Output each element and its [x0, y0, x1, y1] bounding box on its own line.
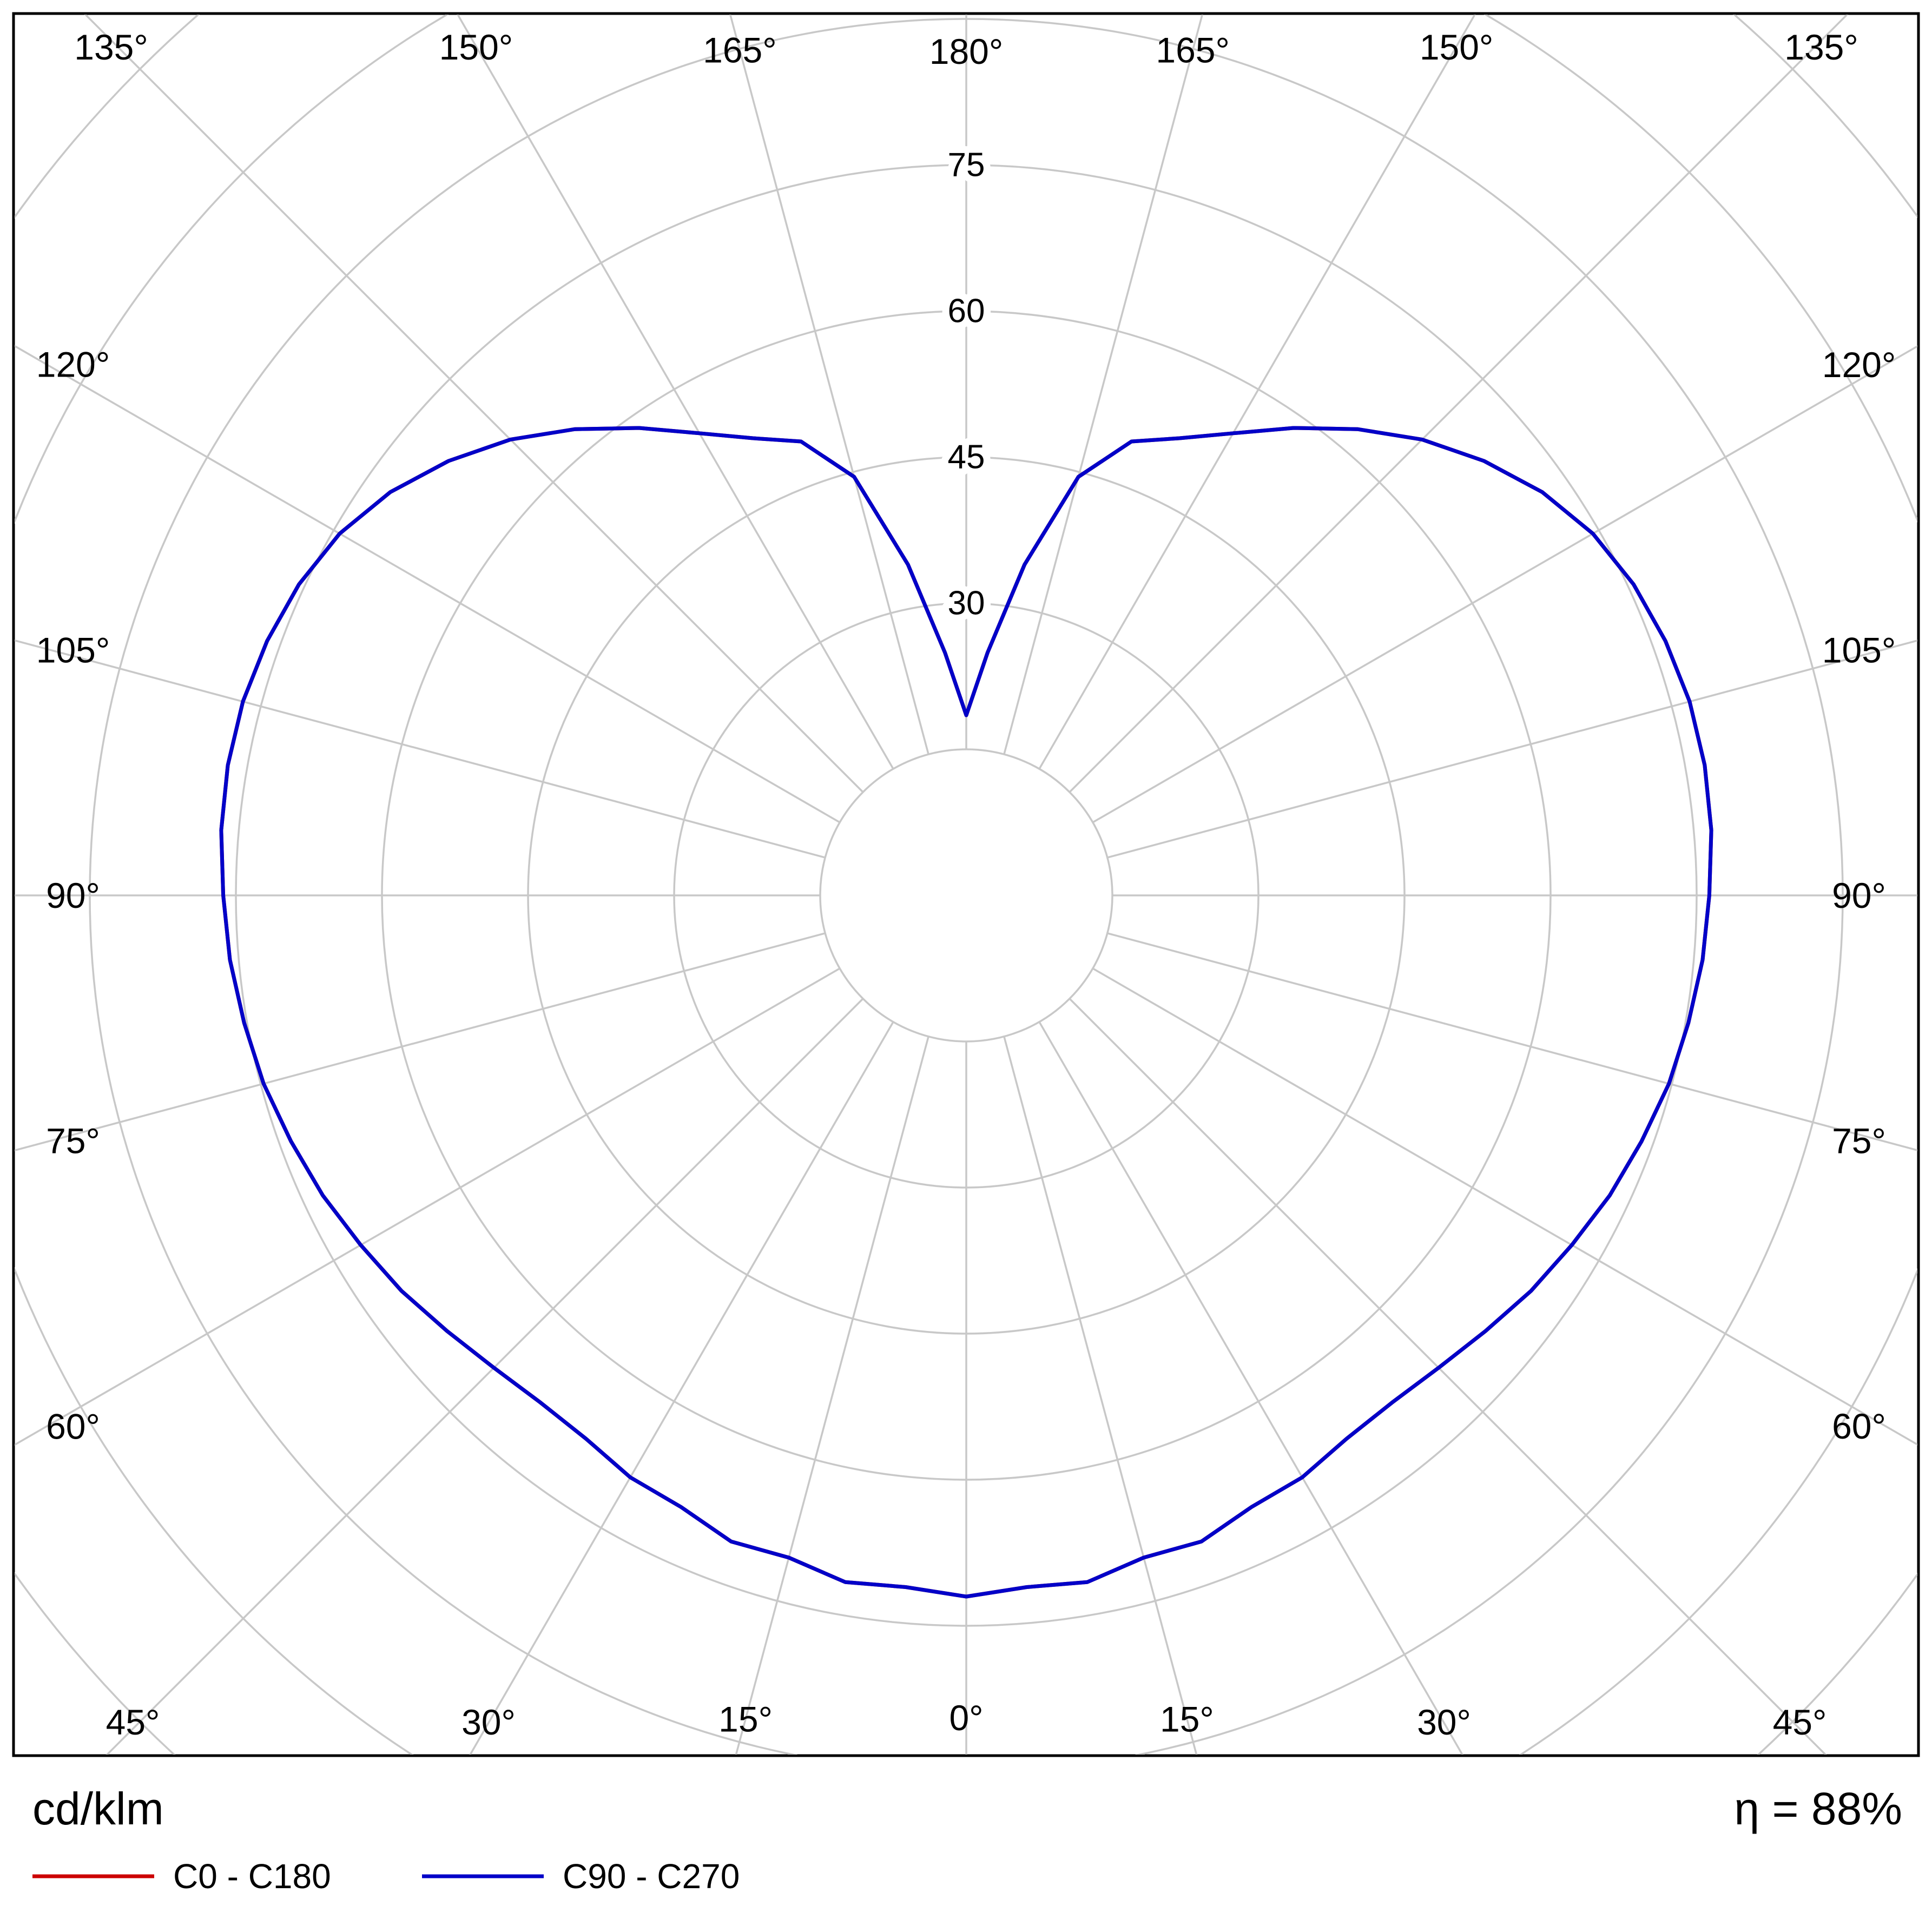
angle-label-75-right: 75° [1832, 1120, 1886, 1160]
angle-label-75-left: 75° [46, 1121, 100, 1161]
grid-spoke-135-right [1069, 15, 1849, 793]
angle-label-90-right: 90° [1832, 875, 1886, 915]
angle-label-0-right: 0° [949, 1698, 983, 1738]
axis-labels: 0° 15° 15° 30° 30° 45° 45° 60° 60° 75° 75° 90° 90° 10… [36, 27, 1896, 1742]
grid-spoke-15-right [1003, 1036, 1198, 1755]
grid-spoke-75-left [15, 932, 826, 1152]
angle-label-120-left: 120° [36, 344, 110, 384]
grid-spoke-165-right [1003, 15, 1204, 755]
angle-label-105-left: 105° [36, 630, 110, 670]
angle-label-135-left: 135° [74, 27, 148, 67]
grid-spoke-150-right [1038, 15, 1476, 770]
grid-spoke-45-right [1069, 998, 1827, 1755]
ring-value-label-30: 30 [948, 585, 985, 622]
ring-value-label-75: 75 [948, 147, 985, 184]
ring-value-label-60: 60 [948, 293, 985, 330]
grid-spoke-30-right [1038, 1021, 1463, 1755]
angle-label-135-right: 135° [1784, 27, 1858, 67]
grid-spoke-135-left [84, 15, 864, 793]
intensity-curves [219, 426, 1713, 1599]
angle-label-45-left: 45° [106, 1702, 160, 1742]
grid-spoke-60-left [15, 967, 841, 1446]
angle-label-30-left: 30° [461, 1702, 516, 1742]
legend-label-c0-c180: C0 - C180 [173, 1857, 331, 1896]
angle-label-30-right: 30° [1417, 1702, 1471, 1742]
angle-label-150-left: 150° [439, 27, 513, 67]
grid-spoke-120-left [15, 345, 841, 823]
unit-label: cd/klm [32, 1783, 164, 1834]
legend-label-c90-c270: C90 - C270 [563, 1857, 740, 1896]
grid-spoke-120-right [1092, 345, 1917, 823]
grid-spoke-150-left [457, 15, 894, 770]
angle-label-150-right: 150° [1420, 27, 1494, 67]
angle-label-180-right: 180° [929, 31, 1004, 71]
angle-label-15-left: 15° [718, 1699, 773, 1739]
curve-c90-c270 [219, 426, 1713, 1599]
angle-label-105-right: 105° [1822, 630, 1896, 670]
legend: C0 - C180 C90 - C270 [32, 1857, 740, 1896]
grid-spoke-60-right [1092, 967, 1917, 1446]
angle-label-165-right: 165° [1156, 30, 1230, 70]
angle-label-165-left: 165° [703, 30, 777, 70]
angle-label-120-right: 120° [1822, 345, 1896, 385]
ring-value-label-45: 45 [948, 439, 985, 476]
angle-label-45-right: 45° [1773, 1702, 1827, 1742]
angle-label-60-left: 60° [46, 1407, 100, 1447]
angle-label-90-left: 90° [46, 875, 100, 915]
grid-spoke-75-right [1107, 932, 1917, 1151]
grid-spoke-30-left [469, 1021, 894, 1755]
grid-spoke-15-left [735, 1036, 929, 1755]
angle-label-60-right: 60° [1832, 1406, 1886, 1446]
angle-label-15-right: 15° [1160, 1699, 1214, 1739]
efficiency-label: η = 88% [1734, 1783, 1902, 1834]
grid-spoke-45-left [105, 998, 864, 1755]
grid-spoke-165-left [729, 15, 929, 755]
